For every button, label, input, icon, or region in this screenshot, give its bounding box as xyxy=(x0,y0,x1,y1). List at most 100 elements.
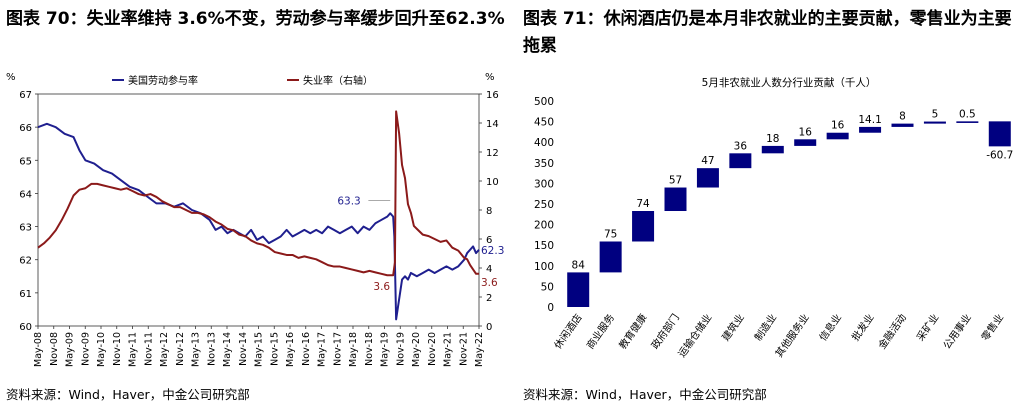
category-label: 商业服务 xyxy=(584,311,618,351)
right-axis-tick-label: 2 xyxy=(486,293,492,304)
waterfall-bar xyxy=(923,121,946,124)
waterfall-bar xyxy=(956,121,979,123)
left-axis-tick-label: 66 xyxy=(19,123,32,134)
x-axis-tick-label: Nov-15 xyxy=(269,332,280,366)
bar-value-label: 75 xyxy=(604,228,617,240)
x-axis-tick-label: Nov-20 xyxy=(427,332,438,366)
x-axis-tick-label: Nov-10 xyxy=(112,332,123,366)
x-axis-tick-label: May-18 xyxy=(348,332,359,367)
y-axis-tick-label: 400 xyxy=(534,137,554,149)
waterfall-bar xyxy=(826,132,849,140)
left-axis-tick-label: 65 xyxy=(19,156,32,167)
y-axis-tick-label: 300 xyxy=(534,178,554,190)
category-label: 零售业 xyxy=(978,311,1006,343)
x-axis-tick-label: Nov-09 xyxy=(80,332,91,366)
plot-frame xyxy=(37,93,480,327)
x-axis-tick-label: May-17 xyxy=(317,332,328,367)
y-axis-tick-label: 100 xyxy=(534,261,554,273)
x-axis-tick-label: Nov-21 xyxy=(458,332,469,366)
x-axis-tick-label: May-14 xyxy=(222,332,233,367)
y-axis-tick-label: 500 xyxy=(534,96,554,108)
participation-rate-line xyxy=(37,122,480,321)
x-axis-tick-label: May-11 xyxy=(128,332,139,367)
waterfall-bar xyxy=(891,123,914,127)
x-axis-tick-label: May-20 xyxy=(411,332,422,367)
x-axis-tick-label: May-16 xyxy=(285,332,296,367)
category-label: 建筑业 xyxy=(719,311,747,343)
x-axis-tick-label: May-08 xyxy=(33,332,44,367)
category-label: 休闲酒店 xyxy=(551,311,585,351)
category-label: 制造业 xyxy=(751,311,779,343)
category-label: 教育健康 xyxy=(616,311,650,351)
bar-value-label: 36 xyxy=(734,140,748,152)
right-axis-unit: % xyxy=(485,72,495,83)
waterfall-bar xyxy=(567,272,590,307)
right-axis-tick-label: 8 xyxy=(486,206,492,217)
waterfall-bar xyxy=(988,121,1011,147)
bar-value-label: 47 xyxy=(701,155,714,167)
x-axis-tick-label: Nov-18 xyxy=(364,332,375,366)
x-axis-tick-label: May-19 xyxy=(380,332,391,367)
bar-value-label: -60.7 xyxy=(986,149,1013,161)
bar-value-label: 18 xyxy=(766,133,779,145)
left-axis-tick-label: 62 xyxy=(19,256,32,267)
waterfall-chart: 5月非农就业人数分行业贡献（千人）50045040035030025020015… xyxy=(534,76,1013,360)
annotation-unemployment-prepandemic: 3.6 xyxy=(373,281,390,293)
category-label: 信息业 xyxy=(816,311,844,343)
legend-label-participation: 美国劳动参与率 xyxy=(128,74,198,87)
chart-title: 5月非农就业人数分行业贡献（千人） xyxy=(702,76,877,89)
bar-value-label: 84 xyxy=(572,259,586,271)
x-axis-tick-label: Nov-08 xyxy=(49,332,60,366)
waterfall-bar xyxy=(664,187,687,212)
right-axis-tick-label: 14 xyxy=(486,119,499,130)
unemployment-rate-line xyxy=(37,110,479,277)
left-axis-tick-label: 64 xyxy=(19,189,32,200)
legend-label-unemployment: 失业率（右轴） xyxy=(303,74,373,87)
x-axis-tick-label: May-09 xyxy=(65,332,76,367)
bar-value-label: 16 xyxy=(799,126,813,138)
bar-value-label: 5 xyxy=(932,109,939,121)
bar-value-label: 16 xyxy=(831,120,845,132)
left-axis-unit: % xyxy=(6,72,16,83)
category-label: 公用事业 xyxy=(940,311,974,351)
bar-value-label: 74 xyxy=(636,198,650,210)
y-axis-tick-label: 0 xyxy=(547,302,554,314)
left-figure-title: 图表 70：失业率维持 3.6%不变，劳动参与率缓步回升至62.3% xyxy=(6,9,505,29)
x-axis-tick-label: May-15 xyxy=(254,332,265,367)
annotation-unemployment-latest: 3.6 xyxy=(481,277,498,289)
waterfall-bar xyxy=(794,139,817,146)
left-axis-tick-label: 61 xyxy=(19,289,32,300)
right-axis-tick-label: 12 xyxy=(486,148,499,159)
x-axis-tick-label: May-13 xyxy=(191,332,202,367)
right-axis-tick-label: 10 xyxy=(486,177,499,188)
bar-value-label: 57 xyxy=(669,175,682,187)
right-figure-title: 图表 71：休闲酒店仍是本月非农就业的主要贡献，零售业为主要拖累 xyxy=(523,9,1012,56)
x-axis-tick-label: May-21 xyxy=(443,332,454,367)
y-axis-tick-label: 50 xyxy=(541,281,554,293)
x-axis-tick-label: May-10 xyxy=(96,332,107,367)
category-label: 采矿业 xyxy=(914,311,942,343)
left-axis-tick-label: 63 xyxy=(19,223,32,234)
waterfall-bar xyxy=(729,153,752,169)
x-axis-tick-label: Nov-17 xyxy=(332,332,343,366)
x-axis-tick-label: Nov-19 xyxy=(395,332,406,366)
bar-value-label: 8 xyxy=(899,111,906,123)
y-axis-tick-label: 350 xyxy=(534,158,554,170)
waterfall-bar xyxy=(859,126,882,133)
y-axis-tick-label: 200 xyxy=(534,220,554,232)
waterfall-bar xyxy=(599,241,622,273)
y-axis-tick-label: 150 xyxy=(534,240,554,252)
category-label: 金融活动 xyxy=(875,311,909,351)
x-axis-tick-label: Nov-16 xyxy=(301,332,312,366)
left-figure-source: 资料来源：Wind，Haver，中金公司研究部 xyxy=(6,387,250,402)
annotation-participation-latest: 62.3 xyxy=(481,245,504,257)
right-axis-tick-label: 4 xyxy=(486,264,492,275)
waterfall-bar xyxy=(696,168,719,188)
left-axis-tick-label: 60 xyxy=(19,322,32,333)
category-label: 批发业 xyxy=(849,311,877,343)
right-axis-tick-label: 0 xyxy=(486,322,492,333)
bar-value-label: 14.1 xyxy=(858,114,881,126)
waterfall-bar xyxy=(761,145,784,154)
x-axis-tick-label: Nov-12 xyxy=(175,332,186,366)
